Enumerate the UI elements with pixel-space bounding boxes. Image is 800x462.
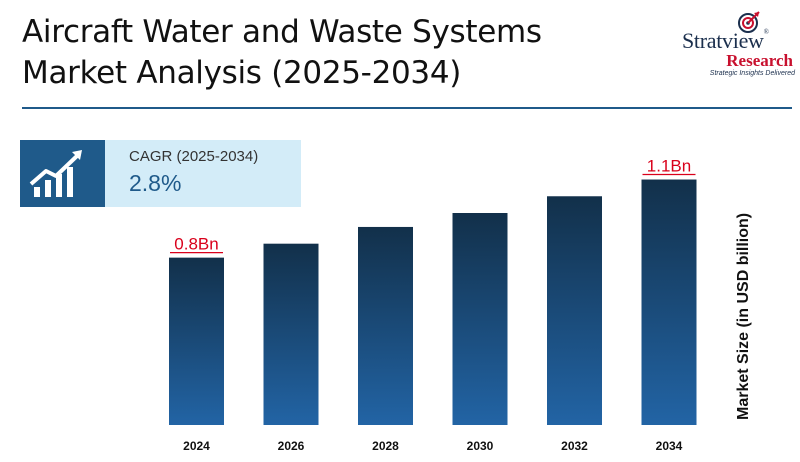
bar-2028 bbox=[358, 226, 413, 425]
x-tick-label: 2030 bbox=[467, 439, 494, 453]
logo-research: Research bbox=[726, 51, 793, 70]
y-axis-label: Market Size (in USD billion) bbox=[735, 212, 752, 420]
bar-2034 bbox=[641, 179, 697, 425]
logo-tagline: Strategic Insights Delivered bbox=[709, 70, 795, 77]
data-label-2024: 0.8Bn bbox=[174, 235, 218, 254]
chart-title: Aircraft Water and Waste Systems Market … bbox=[22, 12, 542, 94]
bar-2030 bbox=[452, 213, 508, 425]
cagr-label: CAGR (2025-2034) bbox=[129, 148, 259, 165]
target-arrow-icon bbox=[738, 11, 760, 33]
x-tick-label: 2032 bbox=[561, 439, 588, 453]
x-tick-label: 2026 bbox=[278, 439, 305, 453]
x-tick-label: 2024 bbox=[183, 439, 210, 453]
cagr-value: 2.8% bbox=[129, 170, 182, 196]
title-line-2: Market Analysis (2025-2034) bbox=[22, 55, 462, 91]
growth-chart-icon bbox=[29, 150, 82, 197]
bar-2024 bbox=[169, 257, 224, 425]
stratview-logo: Stratview® Research Strategic Insights D… bbox=[672, 10, 797, 80]
logo-brand: Stratview® bbox=[682, 28, 769, 53]
header-divider bbox=[22, 107, 792, 109]
x-tick-label: 2028 bbox=[372, 439, 399, 453]
data-label-2034: 1.1Bn bbox=[647, 157, 691, 176]
cagr-icon-box bbox=[20, 140, 105, 207]
title-line-1: Aircraft Water and Waste Systems bbox=[22, 14, 542, 50]
cagr-card: CAGR (2025-2034) 2.8% bbox=[20, 140, 301, 207]
bar-2032 bbox=[547, 196, 602, 425]
bar-2026 bbox=[263, 243, 319, 425]
x-tick-label: 2034 bbox=[656, 439, 683, 453]
